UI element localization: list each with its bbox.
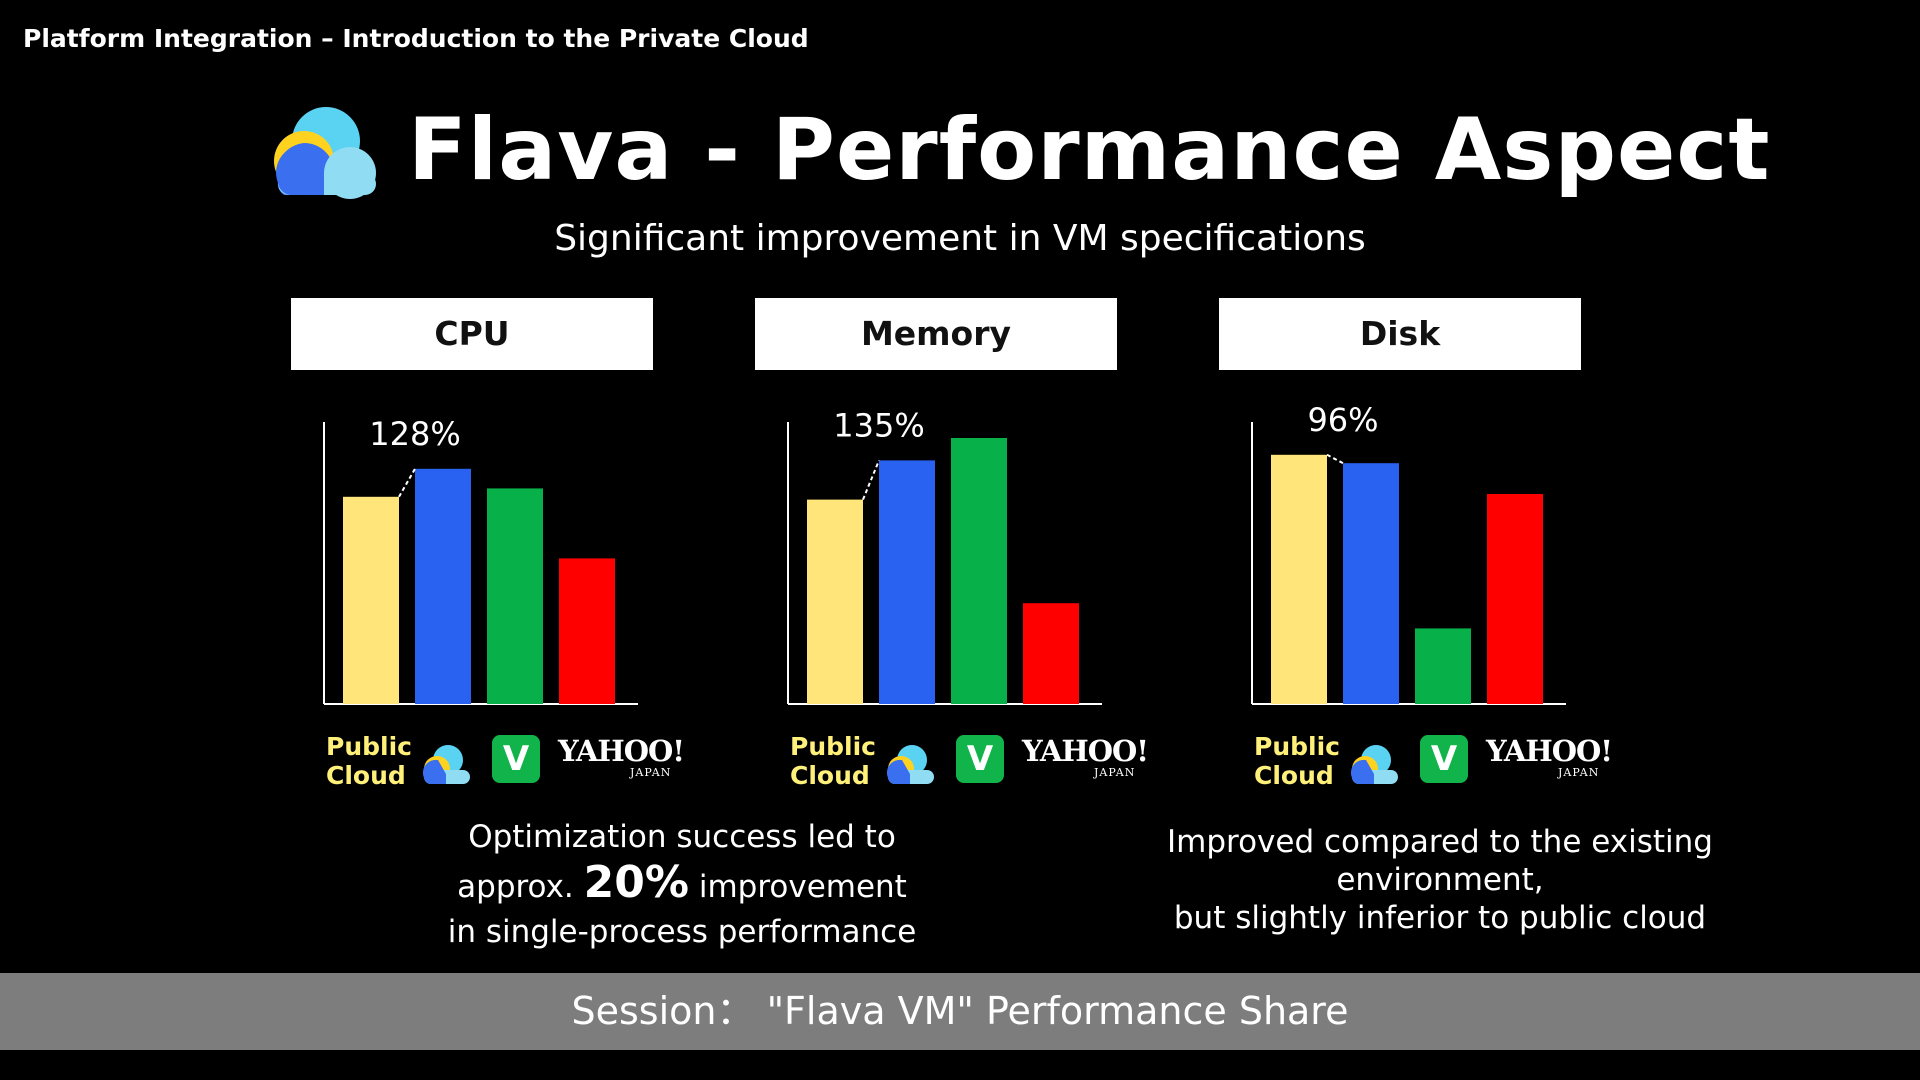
disk-bar-yahoo-japan (1487, 494, 1543, 704)
title-row: Flava - Performance Aspect (0, 95, 1920, 205)
cpu-bar-flava (415, 468, 471, 704)
disk-bar-v (1415, 628, 1471, 704)
disk-bar-chart: 96% (1251, 401, 1566, 705)
yahoo-japan-sub: JAPAN (1094, 766, 1136, 779)
disk-bar-public-cloud (1271, 454, 1327, 704)
page-subtitle: Significant improvement in VM specificat… (554, 218, 1366, 259)
yahoo-japan-logo: YAHOO! JAPAN (1022, 734, 1152, 794)
memory-bar-v (951, 438, 1007, 704)
disk-bar-flava (1343, 463, 1399, 704)
legend-public-line2: Cloud (1254, 761, 1334, 790)
v-icon: V (1420, 735, 1468, 783)
disk-note-line2: environment, (1336, 862, 1544, 898)
cpu-note-line1: Optimization success led to (468, 819, 896, 855)
cpu-note-line3: in single-process performance (447, 914, 917, 950)
memory-legend: Public Cloud V YAHOO! JAPAN (790, 732, 1170, 796)
memory-bar-public-cloud (807, 499, 863, 704)
disk-category-label: Disk (1219, 298, 1581, 370)
flava-cloud-icon (422, 745, 470, 784)
memory-bar-flava (879, 460, 935, 704)
v-icon: V (956, 735, 1004, 783)
legend-public-line1: Public (790, 732, 876, 761)
cpu-bar-chart: 128% (323, 415, 638, 705)
yahoo-japan-sub: JAPAN (630, 766, 672, 779)
disk-note-line1: Improved compared to the existing (1167, 824, 1713, 860)
disk-note-line3: but slightly inferior to public cloud (1173, 900, 1707, 936)
cpu-legend: Public Cloud V YAHOO! JAPAN (326, 732, 706, 796)
memory-ratio-label: 135% (833, 406, 924, 444)
page-title: Flava - Performance Aspect (408, 100, 1771, 200)
cpu-note-highlight: 20% (583, 857, 689, 908)
yahoo-wordmark: YAHOO! (1486, 734, 1613, 768)
v-icon: V (492, 735, 540, 783)
disk-ratio-label: 96% (1307, 401, 1378, 439)
yahoo-wordmark: YAHOO! (1022, 734, 1149, 768)
cpu-ratio-label: 128% (369, 415, 460, 453)
v-icon-glyph: V (1430, 739, 1458, 779)
cpu-bar-public-cloud (343, 496, 399, 704)
memory-panel: Memory 135% Public Cloud V YAHOO! JAPAN (708, 298, 1172, 938)
yahoo-japan-sub: JAPAN (1558, 766, 1600, 779)
v-icon-glyph: V (502, 739, 530, 779)
yahoo-japan-logo: YAHOO! JAPAN (558, 734, 688, 794)
legend-public-cloud: Public Cloud (326, 732, 416, 790)
cpu-bar-yahoo-japan (559, 558, 615, 704)
yahoo-wordmark: YAHOO! (558, 734, 685, 768)
disk-note: Improved compared to the existing enviro… (1100, 823, 1780, 937)
legend-public-line2: Cloud (790, 761, 870, 790)
cpu-note-line2: approx. 20% improvement (380, 860, 984, 910)
cpu-comparison-connector (398, 468, 416, 498)
cpu-note: Optimization success led to approx. 20% … (380, 815, 984, 955)
memory-category-label: Memory (755, 298, 1117, 370)
cpu-bar-v (487, 488, 543, 704)
legend-public-line1: Public (326, 732, 412, 761)
cpu-category-label: CPU (291, 298, 653, 370)
memory-bar-chart: 135% (787, 406, 1102, 705)
cpu-panel: CPU 128% Public Cloud V YAHOO! JAPAN (244, 298, 708, 938)
legend-public-cloud: Public Cloud (790, 732, 880, 790)
cpu-note-line2-pre: approx. (457, 869, 574, 905)
flava-cloud-icon (1350, 745, 1398, 784)
legend-public-line1: Public (1254, 732, 1340, 761)
memory-bar-yahoo-japan (1023, 603, 1079, 704)
disk-panel: Disk 96% Public Cloud V YAHOO! JAPAN (1172, 298, 1636, 938)
breadcrumb: Platform Integration – Introduction to t… (23, 24, 809, 53)
v-icon-glyph: V (966, 739, 994, 779)
cpu-note-line2-post: improvement (698, 869, 907, 905)
disk-legend: Public Cloud V YAHOO! JAPAN (1254, 732, 1634, 796)
legend-public-cloud: Public Cloud (1254, 732, 1344, 790)
legend-public-line2: Cloud (326, 761, 406, 790)
disk-comparison-connector (1326, 453, 1344, 465)
session-footer: Session： "Flava VM" Performance Share (0, 973, 1920, 1050)
memory-comparison-connector (862, 460, 880, 500)
flava-cloud-icon (274, 107, 376, 199)
flava-cloud-icon (886, 745, 934, 784)
yahoo-japan-logo: YAHOO! JAPAN (1486, 734, 1616, 794)
